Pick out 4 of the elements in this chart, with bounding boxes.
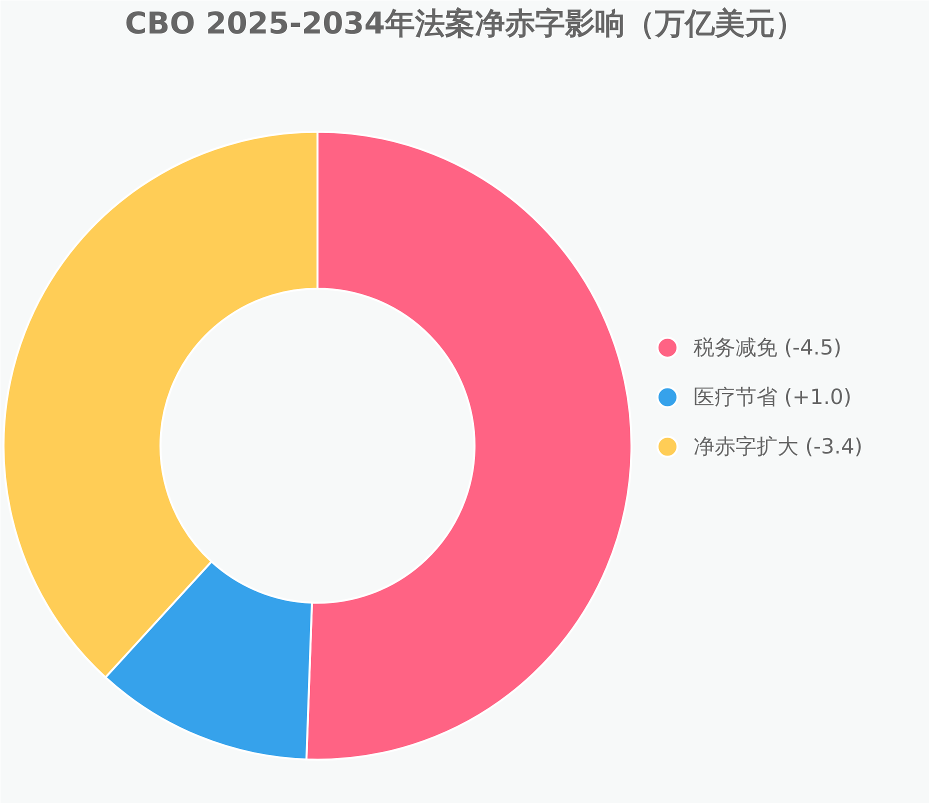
chart-title: CBO 2025-2034年法案净赤字影响（万亿美元） (124, 6, 806, 42)
legend-label: 税务减免 (-4.5) (694, 336, 842, 360)
legend-label: 医疗节省 (+1.0) (694, 385, 852, 410)
legend-label: 净赤字扩大 (-3.4) (694, 434, 863, 459)
